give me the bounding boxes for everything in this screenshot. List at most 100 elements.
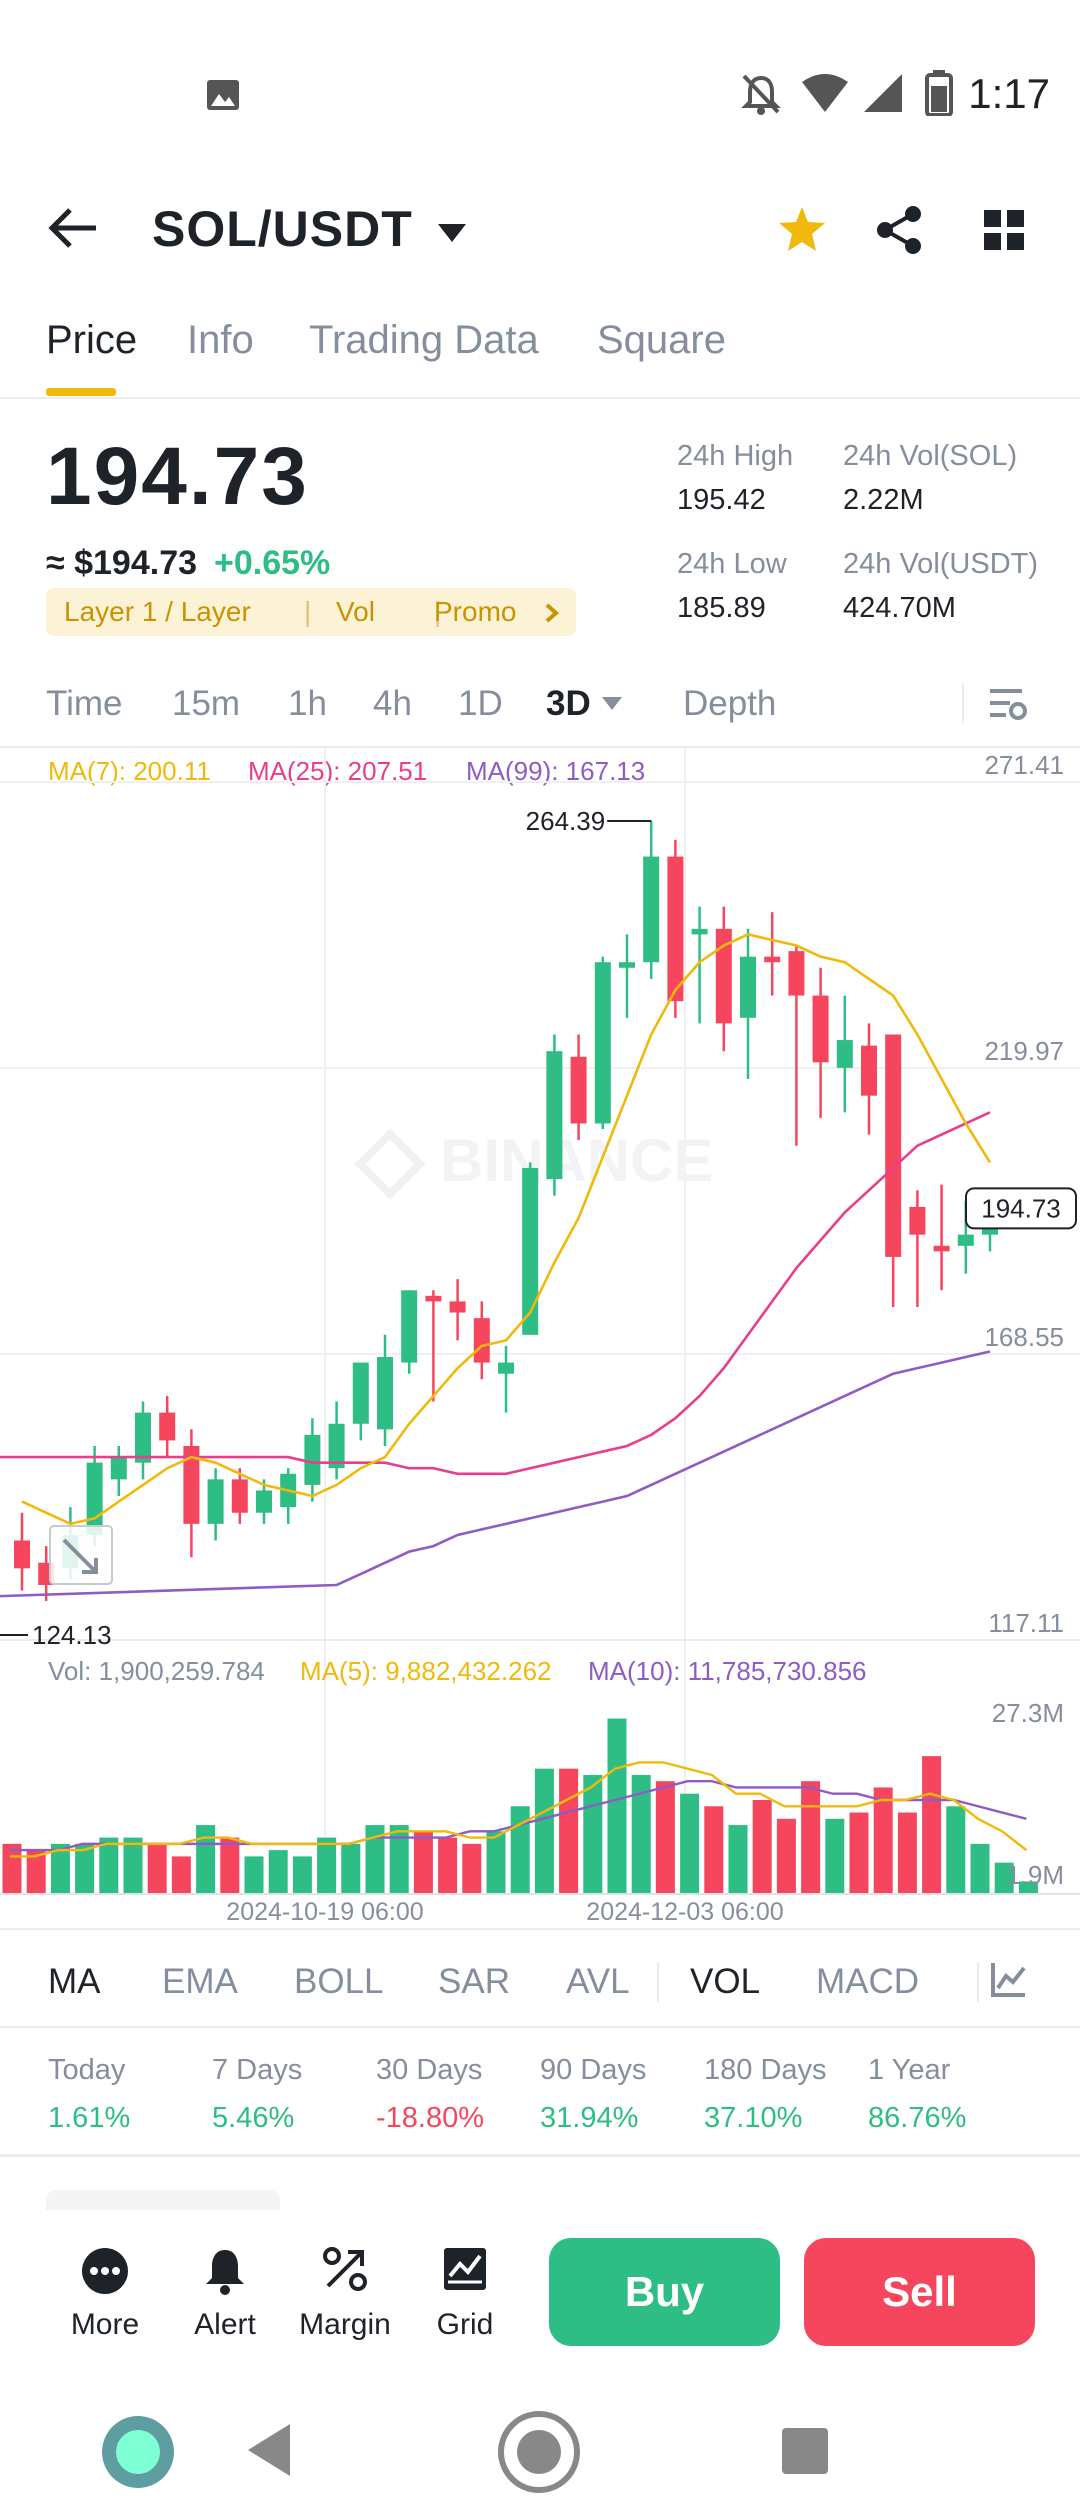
volume-ma5-line xyxy=(10,1761,1028,1858)
tf-15m[interactable]: 15m xyxy=(172,684,241,723)
stat-vol-sol-label: 24h Vol(SOL) xyxy=(843,440,1018,472)
perf-value: -18.80% xyxy=(376,2102,485,2134)
volume-bar xyxy=(510,1806,530,1894)
perf-value: 31.94% xyxy=(540,2102,639,2134)
buy-button[interactable]: Buy xyxy=(549,2238,780,2346)
chevron-down-icon[interactable] xyxy=(436,222,468,244)
tab-trading-data[interactable]: Trading Data xyxy=(309,318,539,362)
ind-avl[interactable]: AVL xyxy=(566,1962,630,2001)
volume-tick-label: 1.9M xyxy=(1006,1860,1064,1890)
candle-body xyxy=(352,1362,369,1424)
tf-1h[interactable]: 1h xyxy=(288,684,327,723)
volume-bar xyxy=(2,1843,22,1894)
chart-settings-icon[interactable] xyxy=(988,685,1028,723)
volume-bar xyxy=(946,1806,966,1894)
nav-back-icon[interactable] xyxy=(244,2420,294,2480)
volume-bar xyxy=(922,1756,942,1894)
tf-3d-chevron-icon[interactable] xyxy=(601,696,623,712)
ma99-line xyxy=(0,1350,991,1598)
ind-ema[interactable]: EMA xyxy=(162,1962,238,2001)
candle-body xyxy=(207,1479,224,1524)
tf-depth[interactable]: Depth xyxy=(683,684,777,723)
candle-body xyxy=(740,956,756,1018)
volume-bar xyxy=(341,1843,361,1894)
indicator-settings-icon[interactable] xyxy=(990,1960,1028,1998)
price-usd-approx: ≈ $194.73 xyxy=(46,544,198,582)
perf-label: Today xyxy=(48,2054,126,2086)
ind-boll[interactable]: BOLL xyxy=(294,1962,384,2001)
vol-ma5-legend: MA(5): 9,882,432.262 xyxy=(300,1656,552,1686)
alert-label[interactable]: Alert xyxy=(194,2308,256,2341)
perf-label: 30 Days xyxy=(376,2054,483,2086)
tab-active-indicator xyxy=(46,388,116,396)
low-marker-label: 124.13 xyxy=(32,1620,112,1650)
volume-bar xyxy=(26,1850,46,1894)
volume-bar xyxy=(292,1856,312,1894)
more-label[interactable]: More xyxy=(70,2308,140,2341)
tag-promo[interactable]: Promo xyxy=(434,596,517,627)
sell-button[interactable]: Sell xyxy=(804,2238,1035,2346)
grid-trading-icon[interactable] xyxy=(442,2246,488,2292)
tab-price[interactable]: Price xyxy=(46,318,138,362)
candle-body xyxy=(401,1290,418,1363)
candle-body xyxy=(643,856,660,963)
alert-bell-icon[interactable] xyxy=(202,2246,248,2296)
candle-body xyxy=(788,951,805,996)
battery-icon xyxy=(925,70,953,116)
candle-body xyxy=(449,1301,466,1313)
volume-bar xyxy=(728,1825,748,1894)
volume-bar xyxy=(244,1856,264,1894)
tf-3d[interactable]: 3D xyxy=(546,684,591,723)
pair-title[interactable]: SOL/USDT xyxy=(152,201,413,257)
margin-label[interactable]: Margin xyxy=(299,2308,391,2341)
system-nav-bar xyxy=(0,2390,1080,2520)
perf-label: 180 Days xyxy=(704,2054,827,2086)
nav-home-icon[interactable] xyxy=(497,2410,581,2494)
tf-4h[interactable]: 4h xyxy=(373,684,412,723)
volume-bar xyxy=(752,1800,772,1894)
current-price-label: 194.73 xyxy=(981,1193,1061,1223)
back-arrow-icon[interactable] xyxy=(48,206,100,250)
star-icon[interactable] xyxy=(777,205,827,253)
volume-bar xyxy=(365,1825,385,1894)
ind-sar[interactable]: SAR xyxy=(438,1962,510,2001)
volume-bar xyxy=(99,1837,119,1894)
candle-body xyxy=(691,928,708,935)
assistant-icon[interactable] xyxy=(100,2414,176,2490)
tag-layer1[interactable]: Layer 1 / Layer xyxy=(64,596,251,627)
perf-label: 1 Year xyxy=(868,2054,951,2086)
volume-bar xyxy=(171,1856,191,1894)
ind-macd[interactable]: MACD xyxy=(816,1962,920,2001)
chevron-right-icon[interactable] xyxy=(544,602,560,624)
price-tick-label: 219.97 xyxy=(984,1036,1064,1066)
stat-high-label: 24h High xyxy=(677,440,794,472)
tf-1d[interactable]: 1D xyxy=(458,684,503,723)
nav-recents-icon[interactable] xyxy=(780,2426,830,2476)
ind-ma[interactable]: MA xyxy=(48,1962,101,2001)
perf-value: 86.76% xyxy=(868,2102,967,2134)
volume-bar xyxy=(704,1806,724,1894)
bell-off-icon xyxy=(741,74,781,115)
tag-strip[interactable]: Layer 1 / Layer | Vol | Promo xyxy=(46,588,576,636)
tf-time[interactable]: Time xyxy=(46,684,123,723)
expand-icon xyxy=(62,1538,98,1574)
grid-label[interactable]: Grid xyxy=(436,2308,494,2341)
tab-square[interactable]: Square xyxy=(597,318,726,362)
stat-vol-usdt-label: 24h Vol(USDT) xyxy=(843,548,1039,580)
candle-body xyxy=(183,1445,200,1524)
volume-bar xyxy=(123,1837,143,1894)
grid-menu-icon[interactable] xyxy=(984,210,1024,250)
perf-value: 37.10% xyxy=(704,2102,803,2134)
more-icon[interactable] xyxy=(80,2246,130,2296)
ind-vol[interactable]: VOL xyxy=(690,1962,761,2001)
share-icon[interactable] xyxy=(875,205,923,255)
candlestick-chart[interactable]: 271.41 219.97 168.55 117.11 BINANCE 264.39 124… xyxy=(0,746,1080,1946)
candle-body xyxy=(764,956,781,963)
vol-legend: Vol: 1,900,259.784 xyxy=(48,1656,265,1686)
margin-icon[interactable] xyxy=(322,2246,368,2292)
candle-body xyxy=(957,1234,974,1246)
tab-info[interactable]: Info xyxy=(187,318,254,362)
perf-value: 5.46% xyxy=(212,2102,295,2134)
tag-vol[interactable]: Vol xyxy=(336,596,375,627)
status-time: 1:17 xyxy=(968,70,1050,117)
